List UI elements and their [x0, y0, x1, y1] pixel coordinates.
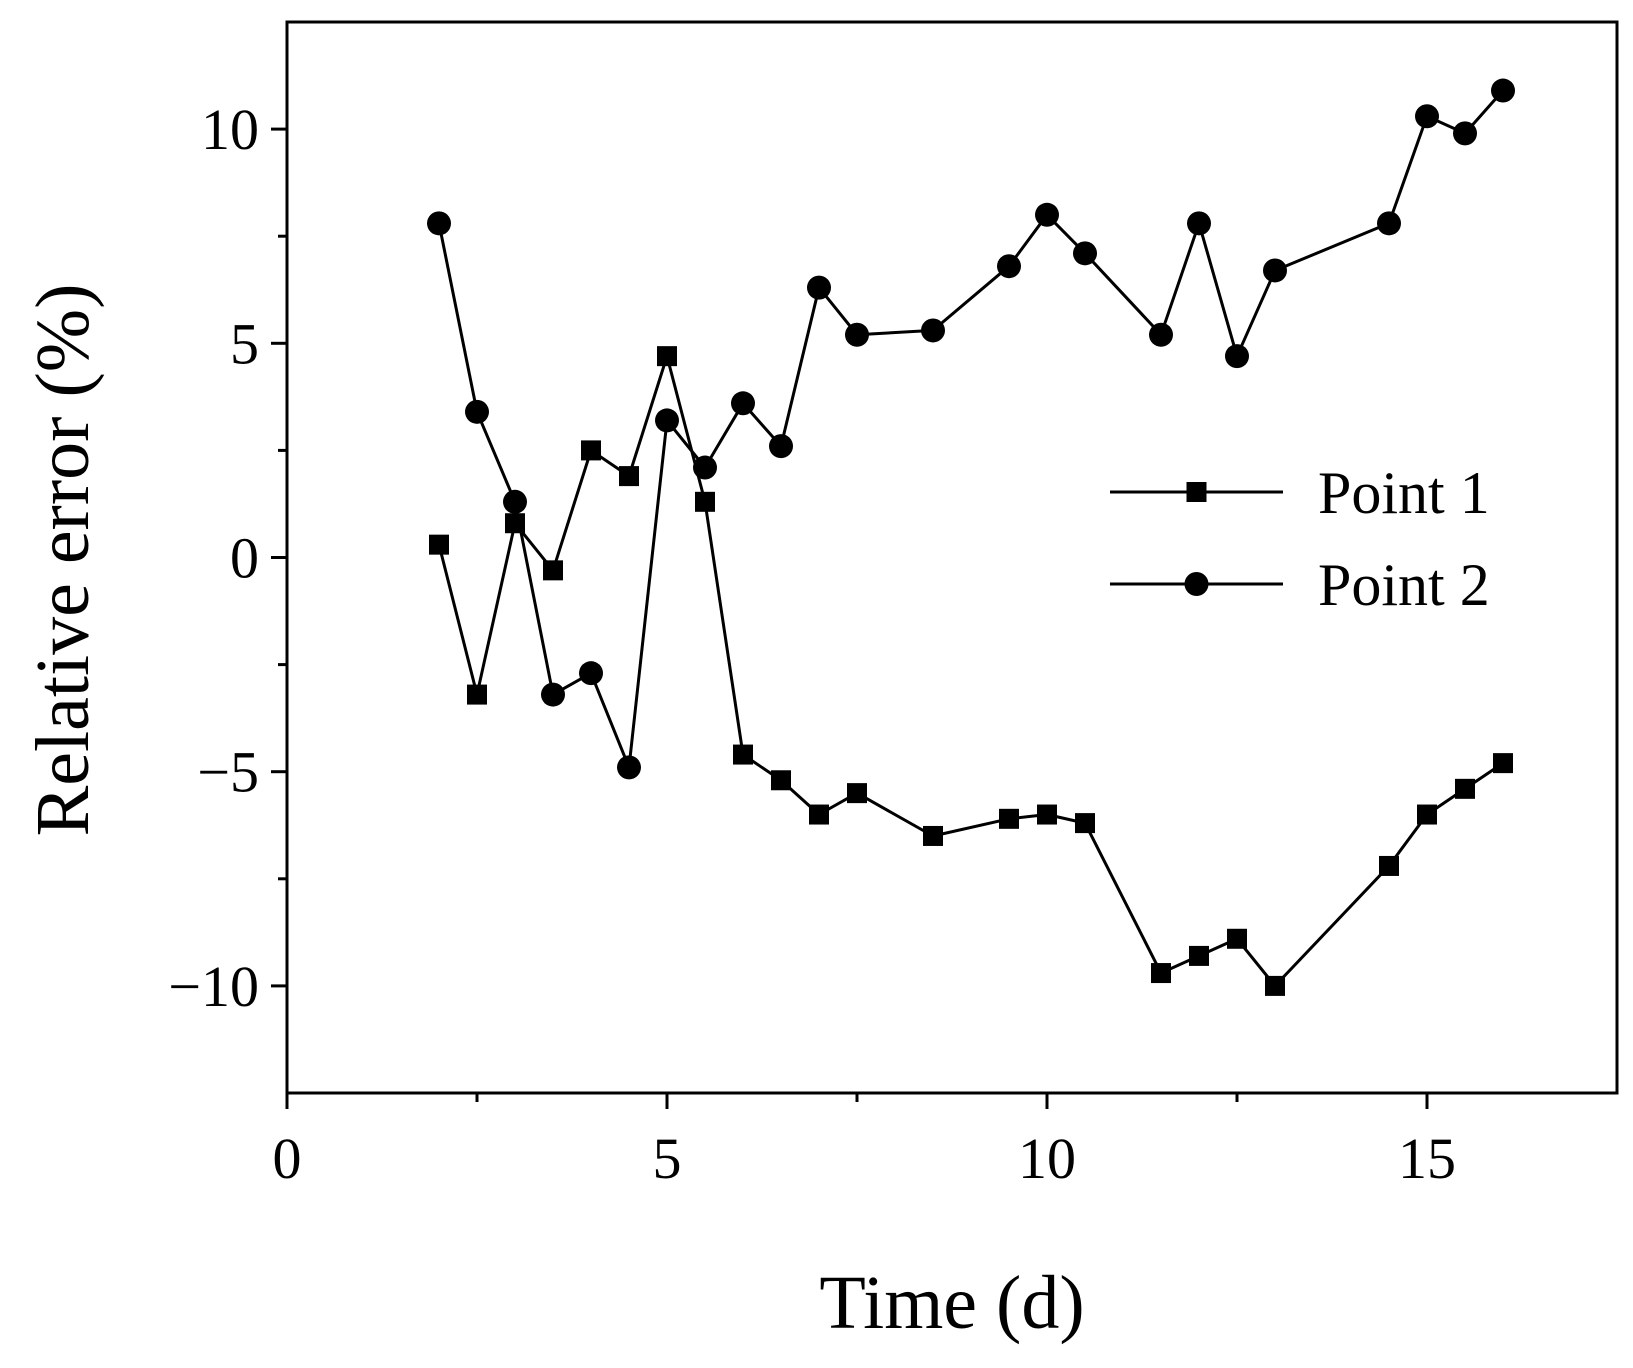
square-marker	[999, 808, 1019, 829]
series-line	[437, 354, 1504, 988]
square-marker	[695, 491, 715, 512]
x-tick-label: 5	[653, 1126, 682, 1191]
y-tick-label: 5	[230, 311, 259, 376]
circle-marker	[845, 322, 869, 347]
circle-marker	[579, 661, 603, 686]
circle-marker	[921, 318, 945, 343]
circle-marker	[1453, 121, 1477, 146]
square-marker	[1455, 778, 1475, 799]
series-point-1	[429, 346, 1513, 996]
circle-marker	[769, 434, 793, 459]
circle-marker	[731, 391, 755, 416]
square-marker	[809, 804, 829, 825]
circle-marker	[541, 682, 565, 707]
circle-marker	[465, 399, 489, 424]
circle-marker	[655, 408, 679, 433]
square-marker	[657, 346, 677, 367]
square-marker	[771, 770, 791, 791]
square-marker	[1151, 963, 1171, 984]
square-marker	[1075, 813, 1095, 834]
legend-label: Point 1	[1318, 460, 1490, 526]
square-marker	[467, 684, 487, 705]
x-axis-title: Time (d)	[819, 1261, 1084, 1345]
circle-marker	[1035, 202, 1059, 227]
circle-marker	[617, 755, 641, 780]
square-marker	[733, 744, 753, 765]
circle-marker	[1415, 104, 1439, 129]
circle-marker	[1377, 211, 1401, 236]
square-marker	[429, 534, 449, 555]
square-marker	[923, 825, 943, 846]
legend-circle-marker	[1184, 572, 1209, 596]
circle-marker	[997, 254, 1021, 279]
legend-label: Point 2	[1318, 552, 1490, 618]
square-marker	[543, 560, 563, 581]
x-tick-label: 0	[273, 1126, 302, 1191]
square-marker	[1417, 804, 1437, 825]
circle-marker	[1263, 258, 1287, 283]
circle-marker	[1149, 322, 1173, 347]
x-tick-label: 10	[1018, 1126, 1076, 1191]
square-marker	[1189, 945, 1209, 966]
square-marker	[619, 466, 639, 487]
square-marker	[1493, 753, 1513, 774]
y-tick-label: −10	[168, 954, 259, 1019]
y-tick-label: −5	[197, 740, 259, 805]
legend-square-marker	[1186, 482, 1207, 502]
y-tick-label: 10	[201, 97, 259, 162]
circle-marker	[1225, 344, 1249, 369]
square-marker	[1265, 975, 1285, 996]
circle-marker	[503, 489, 527, 514]
square-marker	[847, 783, 867, 804]
circle-marker	[427, 211, 451, 236]
legend-item: Point 2	[1110, 552, 1490, 618]
circle-marker	[1187, 211, 1211, 236]
legend-item: Point 1	[1110, 460, 1490, 526]
circle-marker	[693, 455, 717, 480]
y-axis-title: Relative error (%)	[21, 284, 105, 837]
x-tick-label: 15	[1398, 1126, 1456, 1191]
circle-marker	[1491, 78, 1515, 103]
square-marker	[1379, 855, 1399, 876]
series-point-2	[427, 78, 1515, 780]
y-tick-label: 0	[230, 526, 259, 591]
square-marker	[1037, 804, 1057, 825]
square-marker	[1227, 928, 1247, 949]
circle-marker	[1073, 241, 1097, 266]
circle-marker	[807, 275, 831, 300]
square-marker	[581, 440, 601, 461]
